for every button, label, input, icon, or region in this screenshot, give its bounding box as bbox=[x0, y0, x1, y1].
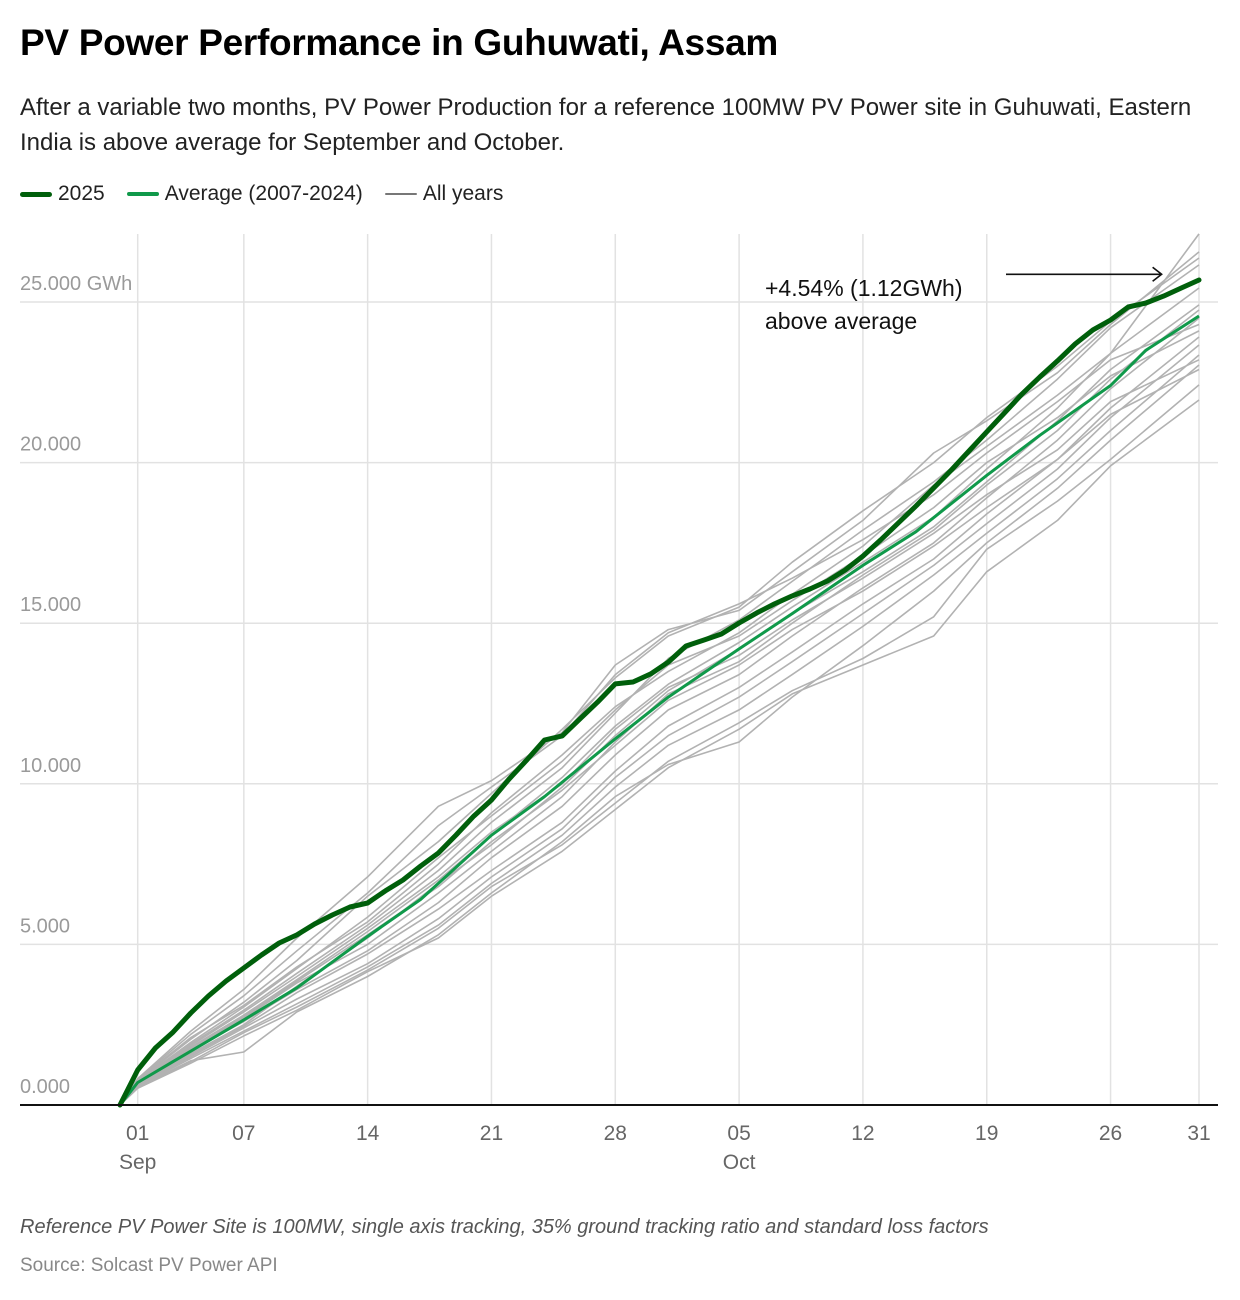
x-tick-month-label: Sep bbox=[119, 1151, 156, 1174]
line-chart: 0.000 5.000 10.000 15.000 20.000 25.000 GWh 0… bbox=[20, 233, 1218, 1174]
legend-label-average: Average (2007-2024) bbox=[164, 182, 363, 205]
all-years-line bbox=[119, 368, 1200, 1106]
gridlines bbox=[20, 234, 1218, 1105]
annotation-arrowhead-icon bbox=[1152, 266, 1163, 282]
all-years-lines bbox=[119, 233, 1200, 1106]
all-years-line bbox=[119, 304, 1200, 1106]
series-2025-line bbox=[117, 277, 1202, 1108]
chart-subtitle: After a variable two months, PV Power Pr… bbox=[20, 94, 1192, 156]
x-tick-label: 14 bbox=[356, 1122, 380, 1145]
x-tick-label: 19 bbox=[975, 1122, 998, 1145]
all-years-line bbox=[119, 354, 1200, 1106]
average-line-group bbox=[118, 314, 1200, 1106]
x-tick-label: 21 bbox=[480, 1122, 503, 1145]
all-years-line bbox=[119, 364, 1200, 1106]
x-axis: 01 Sep 07 14 21 28 05 Oct 12 19 26 31 bbox=[20, 1104, 1218, 1174]
all-years-line bbox=[119, 233, 1200, 1106]
all-years-line bbox=[119, 384, 1200, 1106]
y-axis-labels: 0.000 5.000 10.000 15.000 20.000 25.000 GWh bbox=[20, 273, 132, 1098]
legend-item-average[interactable]: Average (2007-2024) bbox=[126, 182, 363, 206]
footnote: Reference PV Power Site is 100MW, single… bbox=[20, 1216, 989, 1238]
source-credit: Source: Solcast PV Power API bbox=[20, 1255, 278, 1276]
legend-label-2025: 2025 bbox=[58, 182, 105, 205]
x-tick-label: 31 bbox=[1187, 1122, 1210, 1145]
legend-swatch-2025 bbox=[20, 191, 52, 197]
legend: 2025 Average (2007-2024) All years bbox=[20, 182, 525, 206]
y-tick-label: 20.000 bbox=[20, 434, 81, 456]
x-tick-label: 26 bbox=[1099, 1122, 1122, 1145]
y-tick-label: 25.000 GWh bbox=[20, 273, 132, 295]
annotation-line-2: above average bbox=[765, 308, 917, 334]
all-years-line bbox=[119, 399, 1200, 1106]
legend-label-all-years: All years bbox=[422, 182, 504, 205]
y-tick-label: 15.000 bbox=[20, 594, 81, 616]
all-years-line bbox=[119, 251, 1200, 1106]
legend-item-all-years[interactable]: All years bbox=[384, 182, 504, 206]
all-years-line bbox=[119, 344, 1200, 1106]
all-years-line bbox=[119, 359, 1200, 1106]
all-years-line bbox=[119, 336, 1200, 1106]
annotation: +4.54% (1.12GWh) above average bbox=[765, 266, 1163, 334]
all-years-line bbox=[119, 323, 1200, 1106]
all-years-line bbox=[119, 330, 1200, 1106]
x-tick-label: 05 bbox=[727, 1122, 750, 1145]
x-tick-label: 12 bbox=[851, 1122, 874, 1145]
annotation-line-1: +4.54% (1.12GWh) bbox=[765, 275, 963, 301]
legend-item-2025[interactable]: 2025 bbox=[20, 182, 105, 206]
legend-swatch-all-years bbox=[384, 193, 417, 195]
all-years-line bbox=[119, 257, 1200, 1106]
y-tick-label: 0.000 bbox=[20, 1076, 70, 1098]
all-years-line bbox=[119, 287, 1200, 1106]
legend-swatch-average bbox=[126, 192, 159, 196]
x-tick-label: 07 bbox=[232, 1122, 255, 1145]
chart-title: PV Power Performance in Guhuwati, Assam bbox=[20, 22, 778, 63]
y-tick-label: 5.000 bbox=[20, 915, 70, 937]
average-line bbox=[118, 314, 1200, 1106]
x-tick-label: 01 bbox=[126, 1122, 149, 1145]
x-tick-month-label: Oct bbox=[723, 1151, 756, 1174]
all-years-line bbox=[119, 264, 1200, 1106]
series-2025-group bbox=[117, 277, 1202, 1108]
x-tick-label: 28 bbox=[604, 1122, 627, 1145]
y-tick-label: 10.000 bbox=[20, 755, 81, 777]
